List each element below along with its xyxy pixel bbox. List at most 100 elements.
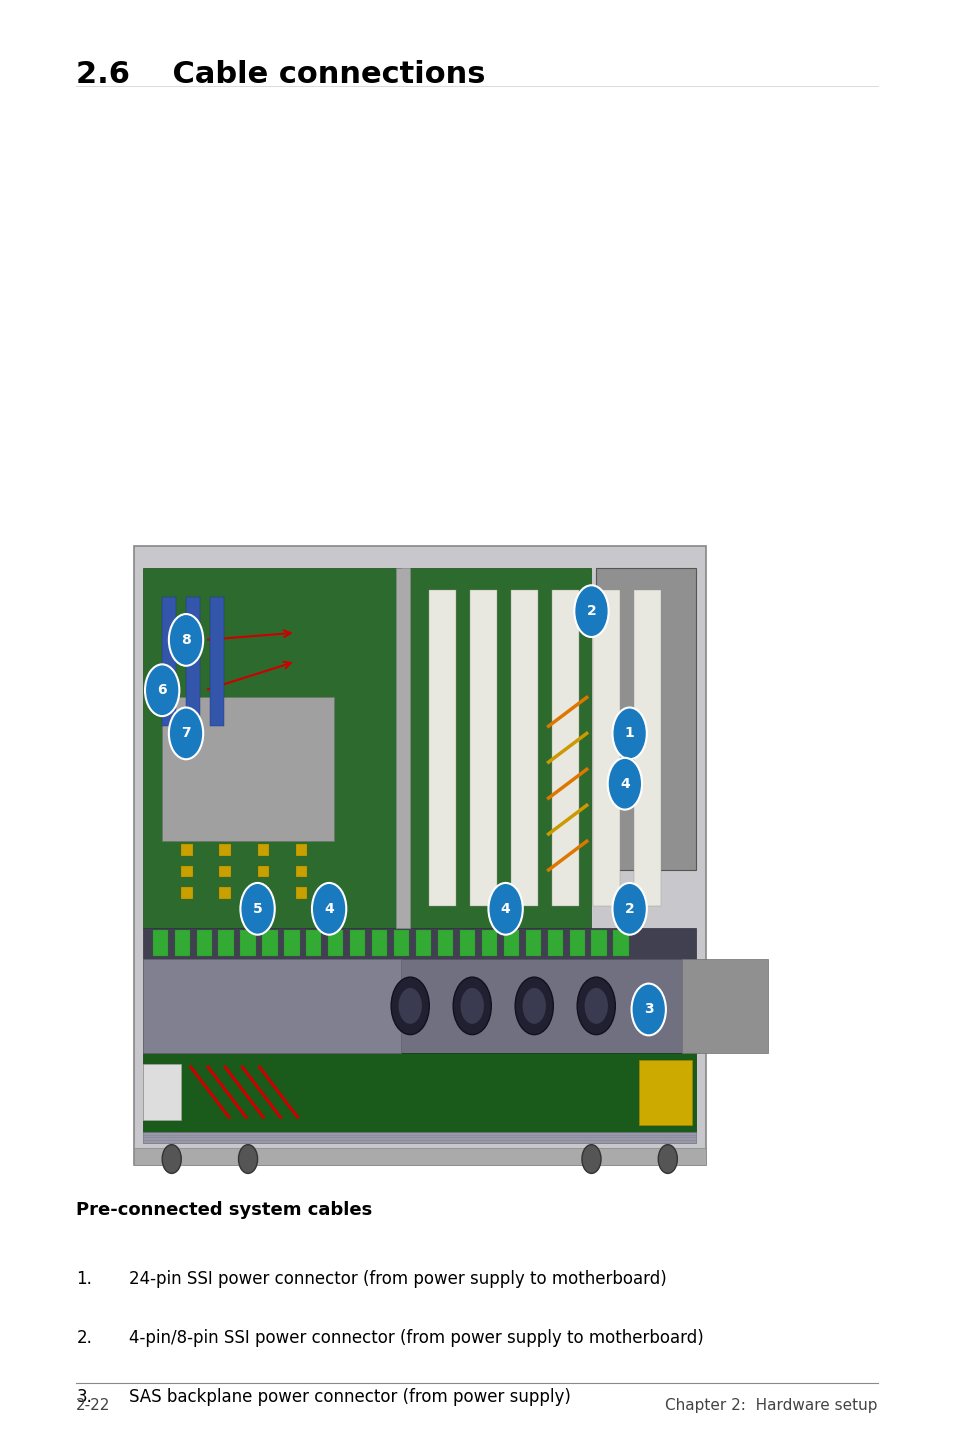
Bar [639, 1060, 691, 1125]
Bar [681, 959, 767, 1053]
Bar [257, 866, 269, 877]
Bar [143, 568, 400, 928]
Text: 4: 4 [619, 777, 629, 791]
Circle shape [488, 883, 522, 935]
Text: 24-pin SSI power connector (from power supply to motherboard): 24-pin SSI power connector (from power s… [129, 1270, 666, 1288]
Circle shape [312, 883, 346, 935]
Text: 3: 3 [643, 1002, 653, 1017]
Bar [481, 930, 497, 956]
Text: 1: 1 [624, 726, 634, 741]
Circle shape [658, 1145, 677, 1173]
Text: 2.: 2. [76, 1329, 92, 1347]
Bar [470, 590, 497, 906]
Bar [350, 930, 365, 956]
Text: 6: 6 [157, 683, 167, 697]
Circle shape [577, 978, 615, 1035]
Text: 4: 4 [324, 902, 334, 916]
Bar [295, 887, 307, 899]
Bar [152, 930, 168, 956]
Bar [162, 597, 176, 726]
Bar [416, 930, 431, 956]
Bar [143, 959, 400, 1053]
Circle shape [607, 758, 641, 810]
Circle shape [145, 664, 179, 716]
Bar [295, 844, 307, 856]
Circle shape [521, 986, 546, 1024]
Bar [429, 590, 456, 906]
Bar [569, 930, 584, 956]
Text: 3.: 3. [76, 1388, 92, 1406]
Bar [143, 1064, 181, 1120]
Bar [174, 930, 190, 956]
Text: 2-22: 2-22 [76, 1398, 111, 1412]
Circle shape [612, 883, 646, 935]
Text: Chapter 2:  Hardware setup: Chapter 2: Hardware setup [664, 1398, 877, 1412]
Bar [306, 930, 321, 956]
Bar [596, 568, 696, 870]
Bar [240, 930, 255, 956]
Bar [284, 930, 299, 956]
Bar [511, 590, 537, 906]
Text: 2.6    Cable connections: 2.6 Cable connections [76, 60, 485, 89]
Bar [328, 930, 343, 956]
Bar [257, 887, 269, 899]
Text: 4: 4 [500, 902, 510, 916]
Text: Pre-connected system cables: Pre-connected system cables [76, 1201, 373, 1219]
Bar [459, 930, 475, 956]
Bar [547, 930, 562, 956]
Circle shape [240, 883, 274, 935]
Bar [591, 930, 606, 956]
Circle shape [583, 986, 608, 1024]
Bar [219, 866, 231, 877]
Bar [437, 930, 453, 956]
Bar [196, 930, 212, 956]
Bar [186, 597, 200, 726]
Circle shape [453, 978, 491, 1035]
Circle shape [169, 707, 203, 759]
Bar [634, 590, 660, 906]
Bar [181, 844, 193, 856]
Circle shape [238, 1145, 257, 1173]
Text: 1.: 1. [76, 1270, 92, 1288]
Bar [262, 930, 277, 956]
Text: 4-pin/8-pin SSI power connector (from power supply to motherboard): 4-pin/8-pin SSI power connector (from po… [129, 1329, 702, 1347]
Bar [218, 930, 233, 956]
Bar [395, 568, 410, 928]
Text: SAS backplane power connector (from power supply): SAS backplane power connector (from powe… [129, 1388, 570, 1406]
Circle shape [162, 1145, 181, 1173]
Bar [143, 1053, 696, 1132]
Circle shape [574, 585, 608, 637]
Bar [143, 959, 696, 1053]
Circle shape [612, 707, 646, 759]
Text: 5: 5 [253, 902, 262, 916]
Bar [552, 590, 578, 906]
Bar [372, 930, 387, 956]
Text: 8: 8 [181, 633, 191, 647]
Text: 2: 2 [586, 604, 596, 618]
Text: 7: 7 [181, 726, 191, 741]
Bar [133, 1148, 705, 1165]
Circle shape [581, 1145, 600, 1173]
Text: 2: 2 [624, 902, 634, 916]
Bar [593, 590, 619, 906]
Circle shape [515, 978, 553, 1035]
Bar [143, 1132, 696, 1143]
Bar [394, 930, 409, 956]
Bar [219, 887, 231, 899]
Circle shape [391, 978, 429, 1035]
Bar [219, 844, 231, 856]
Bar [295, 866, 307, 877]
Bar [410, 568, 591, 928]
Bar [143, 928, 696, 959]
Circle shape [459, 986, 484, 1024]
Bar [210, 597, 224, 726]
Bar [181, 887, 193, 899]
Bar [257, 844, 269, 856]
Circle shape [397, 986, 422, 1024]
Circle shape [169, 614, 203, 666]
Bar [613, 930, 628, 956]
Bar [525, 930, 540, 956]
Bar [162, 697, 334, 841]
Bar [181, 866, 193, 877]
Bar [503, 930, 518, 956]
